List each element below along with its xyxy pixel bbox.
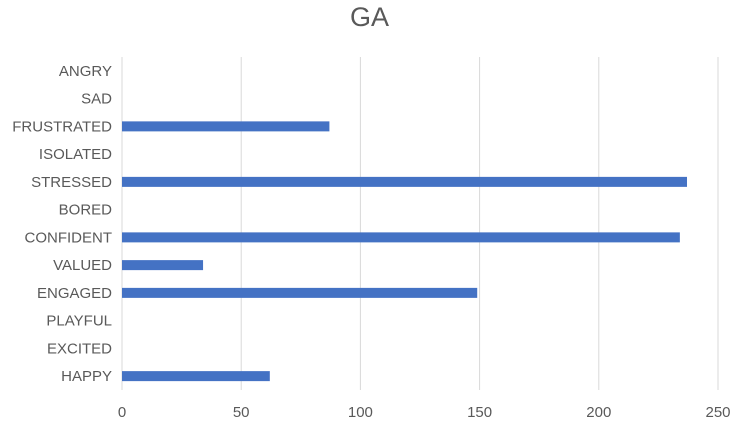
bars (122, 121, 688, 382)
gridlines (121, 57, 719, 390)
category-label: PLAYFUL (46, 313, 112, 330)
category-label: FRUSTRATED (12, 118, 112, 135)
x-tick-label: 0 (118, 404, 126, 421)
category-label: VALUED (53, 257, 112, 274)
x-tick-label: 250 (705, 404, 730, 421)
bar-happy (122, 371, 270, 382)
category-label: BORED (59, 202, 113, 219)
x-tick-label: 50 (233, 404, 250, 421)
chart-title: GA (349, 2, 389, 32)
bar-valued (122, 260, 204, 271)
category-label: HAPPY (61, 368, 112, 385)
bar-stressed (122, 176, 688, 187)
bar-frustrated (122, 121, 330, 132)
x-tick-label: 200 (586, 404, 611, 421)
category-label: ISOLATED (39, 146, 112, 163)
bar-confident (122, 232, 680, 243)
category-label: EXCITED (47, 340, 112, 357)
category-label: STRESSED (31, 174, 112, 191)
category-label: SAD (81, 91, 112, 108)
category-label: CONFIDENT (25, 229, 113, 246)
bar-engaged (122, 287, 478, 298)
x-tick-label: 150 (467, 404, 492, 421)
category-label: ENGAGED (37, 285, 112, 302)
x-tick-labels: 0 50 100 150 200 250 (118, 404, 731, 421)
category-label: ANGRY (59, 63, 112, 80)
x-tick-label: 100 (348, 404, 373, 421)
category-labels: HAPPY EXCITED PLAYFUL ENGAGED VALUED CONFIDEN… (12, 63, 112, 385)
